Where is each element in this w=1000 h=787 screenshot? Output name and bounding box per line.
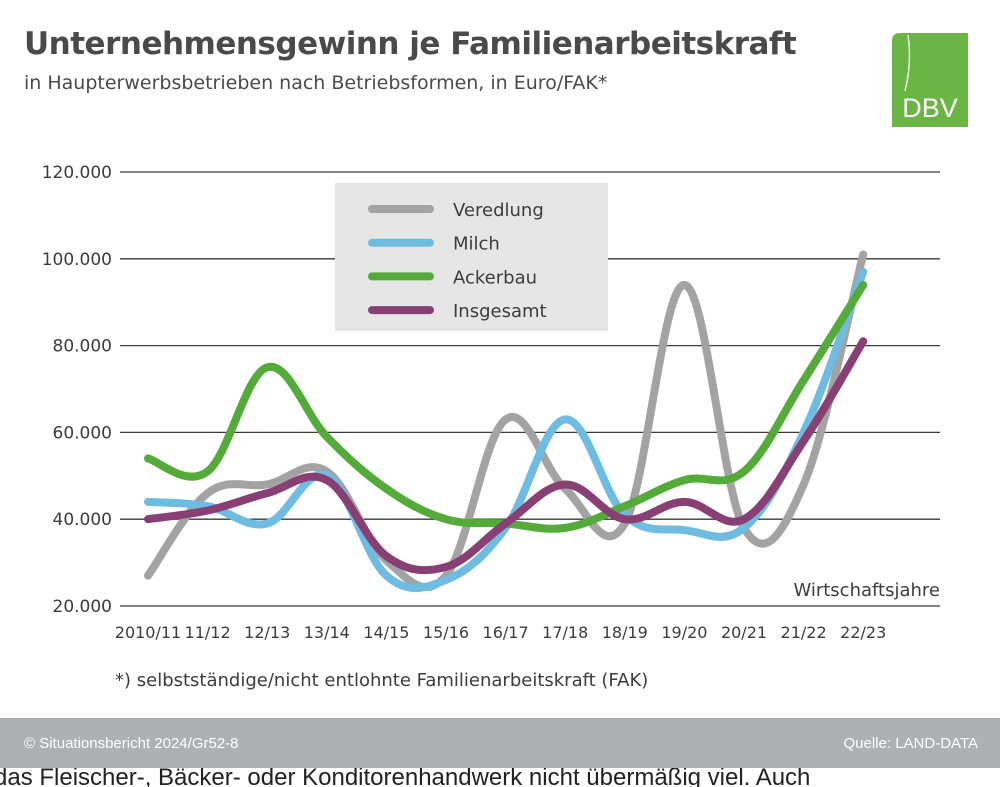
x-tick-label: 19/20 <box>661 623 707 642</box>
footer-bar: © Situationsbericht 2024/Gr52-8 Quelle: … <box>0 718 1000 768</box>
y-tick-label: 120.000 <box>42 163 112 183</box>
x-tick-label: 22/23 <box>840 623 886 642</box>
legend: Veredlung Milch Ackerbau Insgesamt <box>335 183 608 331</box>
footnote: *) selbstständige/nicht entlohnte Famili… <box>115 670 649 691</box>
dbv-logo: DBV <box>892 33 968 127</box>
series-line-veredlung <box>144 250 868 592</box>
y-tick-label: 20.000 <box>53 597 112 617</box>
chart-subtitle: in Haupterwerbsbetrieben nach Betriebsfo… <box>24 72 608 94</box>
article-text-fragment: das Fleischer-, Bäcker- oder Konditorenh… <box>0 768 1000 787</box>
x-tick-label: 17/18 <box>542 623 588 642</box>
legend-label-insgesamt: Insgesamt <box>453 301 547 322</box>
chart-title: Unternehmensgewinn je Familienarbeitskra… <box>24 26 797 62</box>
x-axis-label: Wirtschaftsjahre <box>793 580 940 601</box>
y-tick-label: 60.000 <box>53 423 112 443</box>
y-tick-label: 40.000 <box>53 510 112 530</box>
copyright-text: © Situationsbericht 2024/Gr52-8 <box>24 735 239 752</box>
x-tick-label: 20/21 <box>721 623 767 642</box>
x-tick-label: 21/22 <box>781 623 827 642</box>
legend-label-veredlung: Veredlung <box>453 200 544 221</box>
source-text: Quelle: LAND-DATA <box>843 735 978 752</box>
x-tick-label: 15/16 <box>423 623 469 642</box>
y-tick-label: 80.000 <box>53 337 112 357</box>
logo-text: DBV <box>902 93 958 123</box>
series-line-insgesamt <box>144 337 868 575</box>
x-tick-label: 2010/11 <box>115 623 181 642</box>
x-tick-label: 11/12 <box>185 623 231 642</box>
x-tick-label: 18/19 <box>602 623 648 642</box>
x-tick-label: 14/15 <box>363 623 409 642</box>
x-tick-label: 12/13 <box>244 623 290 642</box>
line-chart: 20.000 40.000 60.000 80.000 100.000 120.000 2… <box>42 163 940 642</box>
x-tick-label: 16/17 <box>483 623 529 642</box>
legend-label-milch: Milch <box>453 234 500 255</box>
y-tick-label: 100.000 <box>42 250 112 270</box>
x-tick-label: 13/14 <box>304 623 350 642</box>
legend-label-ackerbau: Ackerbau <box>453 267 537 288</box>
